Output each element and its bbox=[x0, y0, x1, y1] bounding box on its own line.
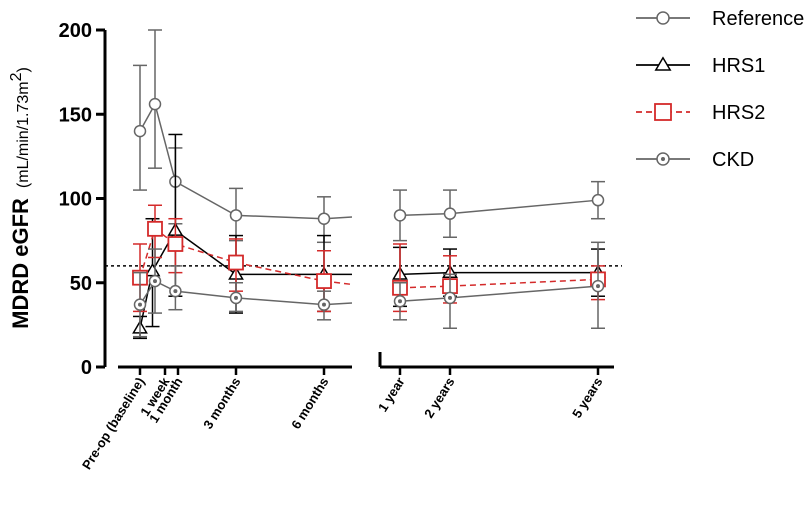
marker-dotcircle bbox=[656, 152, 670, 166]
marker-dotcircle bbox=[443, 291, 457, 305]
marker-dotcircle bbox=[148, 274, 162, 288]
marker-dot bbox=[234, 295, 238, 300]
x-tick-label: 6 months bbox=[288, 375, 331, 432]
marker-dot bbox=[596, 284, 600, 289]
marker-square bbox=[147, 220, 163, 237]
y-tick-label: 100 bbox=[59, 189, 92, 211]
marker-dot bbox=[448, 295, 452, 300]
x-tick-label: 1 year bbox=[375, 375, 408, 415]
legend-item-reference: Reference bbox=[636, 8, 804, 30]
y-tick-label: 50 bbox=[70, 273, 92, 295]
series-hrs2 bbox=[132, 204, 606, 313]
marker-dot bbox=[398, 299, 402, 304]
marker-circle bbox=[393, 209, 407, 222]
y-axis-label-unit: (mL/min/1.73m bbox=[15, 81, 32, 188]
legend-label: HRS1 bbox=[712, 55, 765, 77]
marker-dot bbox=[138, 302, 142, 307]
x-tick-label: 2 years bbox=[421, 375, 457, 421]
y-tick-label: 150 bbox=[59, 104, 92, 126]
marker-dot bbox=[153, 279, 157, 284]
marker-dot bbox=[322, 302, 326, 307]
series-line bbox=[399, 278, 599, 289]
marker-dotcircle bbox=[169, 284, 182, 298]
marker-dotcircle bbox=[317, 298, 331, 311]
legend-item-hrs2: HRS2 bbox=[636, 102, 765, 124]
y-axis-label-main: MDRD eGFR bbox=[8, 198, 33, 329]
y-tick-label: 0 bbox=[81, 357, 92, 379]
legend: Reference HRS1 HRS2 CKD bbox=[636, 8, 804, 171]
x-tick-label: 5 years bbox=[569, 375, 605, 421]
marker-square bbox=[316, 273, 332, 289]
marker-dotcircle bbox=[591, 279, 605, 293]
x-tick-label: 3 months bbox=[200, 375, 243, 432]
legend-item-ckd: CKD bbox=[636, 149, 754, 171]
legend-label: Reference bbox=[712, 8, 804, 30]
marker-dotcircle bbox=[133, 298, 147, 311]
y-axis-label-unit-sup: 2 bbox=[8, 72, 25, 81]
series-line bbox=[139, 102, 353, 220]
x-tick-label: Pre-op (baseline) bbox=[79, 375, 148, 472]
marker-circle bbox=[148, 97, 162, 111]
marker-square bbox=[654, 103, 672, 121]
marker-triangle bbox=[654, 56, 672, 71]
marker-circle bbox=[133, 124, 147, 138]
legend-label: HRS2 bbox=[712, 102, 765, 124]
legend-item-hrs1: HRS1 bbox=[636, 55, 765, 77]
marker-circle bbox=[317, 212, 331, 225]
marker-circle bbox=[591, 193, 605, 207]
marker-square bbox=[228, 254, 244, 271]
marker-dot bbox=[661, 157, 665, 161]
series-line bbox=[399, 285, 599, 303]
series-hrs1 bbox=[132, 133, 606, 340]
marker-dotcircle bbox=[229, 291, 243, 305]
y-tick-label: 200 bbox=[59, 20, 92, 42]
marker-dot bbox=[173, 289, 178, 294]
series-ckd bbox=[133, 241, 605, 338]
y-axis-label-unit-close: ) bbox=[15, 67, 32, 72]
marker-square bbox=[167, 236, 184, 252]
marker-dotcircle bbox=[393, 295, 407, 308]
marker-circle bbox=[229, 209, 243, 222]
series-line bbox=[399, 199, 599, 217]
marker-circle bbox=[656, 11, 670, 25]
legend-label: CKD bbox=[712, 149, 754, 171]
y-axis-label: MDRD eGFR (mL/min/1.73m2) bbox=[8, 67, 33, 329]
marker-circle bbox=[443, 207, 457, 220]
series-line bbox=[399, 271, 598, 276]
series-reference bbox=[133, 29, 605, 244]
